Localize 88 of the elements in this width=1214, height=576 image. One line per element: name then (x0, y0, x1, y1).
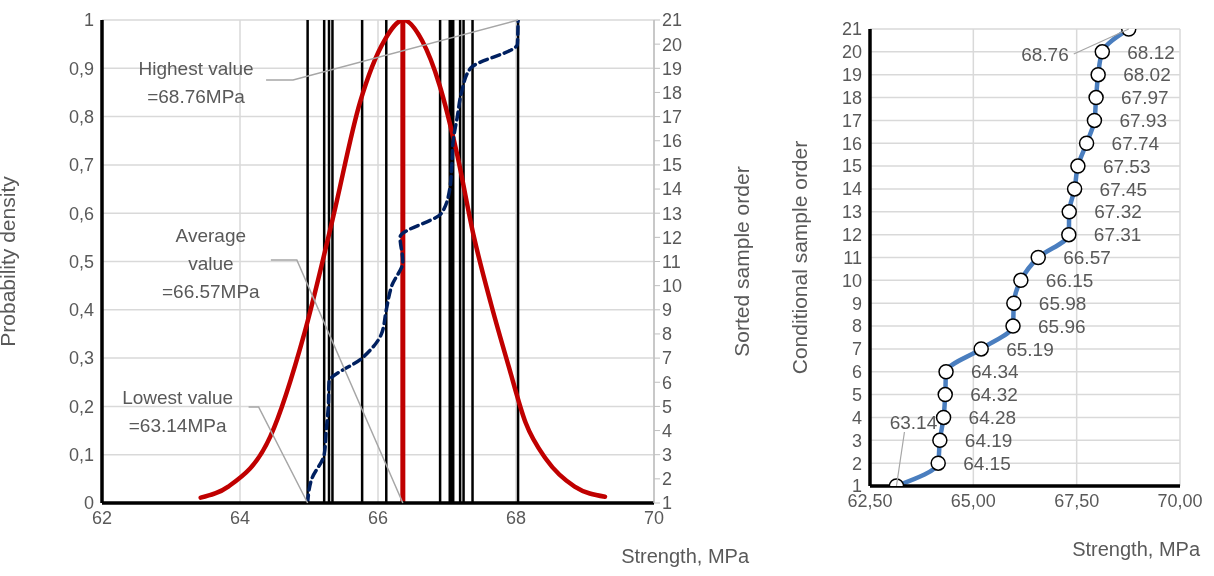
data-label: 64.32 (970, 384, 1018, 406)
data-label: 67.53 (1102, 155, 1151, 177)
data-label: 65.96 (1038, 315, 1086, 337)
data-label: 67.74 (1111, 132, 1160, 154)
data-label: 65.98 (1038, 292, 1087, 314)
x-tick-label: 67,50 (1054, 490, 1100, 511)
y-tick-label: 14 (841, 179, 862, 200)
y2-tick-label: 8 (662, 324, 673, 345)
y-tick-label: 20 (841, 42, 862, 63)
x-tick-label: 66 (367, 507, 389, 528)
y-tick-label: 0,4 (68, 300, 94, 321)
y-tick-label: 13 (841, 202, 862, 223)
annotation: Highest value =68.76MPa (138, 57, 254, 107)
y-tick-label: 4 (851, 407, 862, 428)
x-tick-label: 68 (505, 507, 527, 528)
y2-tick-label: 4 (662, 420, 673, 441)
y-axis-title: Probability density (0, 175, 20, 347)
y2-tick-label: 7 (662, 348, 673, 369)
annotation: Average value =66.57MPa (161, 224, 261, 302)
data-label: 64.28 (968, 407, 1017, 429)
annotation: Lowest value =63.14MPa (122, 386, 234, 436)
y-tick-label: 1 (83, 10, 94, 31)
y2-tick-label: 16 (662, 131, 683, 152)
y2-tick-label: 6 (662, 372, 673, 393)
y2-tick-label: 13 (662, 203, 683, 224)
y-tick-label: 16 (841, 133, 862, 154)
y2-tick-label: 9 (662, 300, 673, 321)
data-label: 67.45 (1099, 178, 1148, 200)
y2-tick-label: 17 (662, 106, 683, 127)
y2-tick-label: 21 (662, 10, 683, 31)
y-tick-label: 3 (851, 430, 862, 451)
y-tick-label: 11 (843, 247, 862, 268)
x-tick-label: 70,00 (1157, 490, 1203, 511)
y2-tick-label: 15 (662, 155, 683, 176)
y2-tick-label: 2 (662, 469, 673, 490)
y-tick-label: 2 (851, 453, 862, 474)
y2-axis-title: Sorted sample order (730, 166, 754, 357)
y-tick-label: 17 (841, 110, 862, 131)
y-tick-label: 0,9 (68, 58, 94, 79)
data-label: 67.97 (1121, 87, 1169, 109)
x-axis-title: Strength, MPa (621, 545, 750, 567)
data-label: 67.93 (1119, 110, 1167, 132)
y-tick-label: 15 (841, 156, 862, 177)
y-tick-label: 10 (841, 270, 862, 291)
data-label: 67.32 (1094, 201, 1142, 223)
x-tick-label: 65,00 (950, 490, 996, 511)
y-tick-label: 12 (841, 225, 862, 246)
y-tick-label: 9 (851, 293, 862, 314)
y-tick-label: 7 (851, 339, 862, 360)
x-tick-label: 64 (229, 507, 251, 528)
data-label: 68.12 (1127, 41, 1175, 63)
data-label: 64.19 (964, 429, 1013, 451)
x-axis-title: Strength, MPa (1072, 538, 1201, 560)
y2-tick-label: 12 (662, 227, 683, 248)
y-tick-label: 6 (851, 362, 862, 383)
y2-tick-label: 11 (662, 251, 681, 272)
y2-tick-label: 5 (662, 396, 673, 417)
y-axis-title: Conditional sample order (788, 140, 812, 375)
y2-tick-label: 3 (662, 445, 673, 466)
y2-tick-label: 18 (662, 82, 683, 103)
y2-tick-label: 1 (662, 493, 673, 514)
data-label: 65.19 (1006, 338, 1054, 360)
y-tick-label: 0,7 (68, 155, 94, 176)
data-label: 66.57 (1063, 247, 1111, 269)
y-tick-label: 0,2 (68, 396, 94, 417)
y-tick-label: 0,1 (68, 445, 94, 466)
y-tick-label: 21 (841, 19, 862, 40)
y-tick-label: 0,3 (68, 348, 94, 369)
y2-tick-label: 19 (662, 58, 683, 79)
y2-tick-label: 10 (662, 276, 683, 297)
x-tick-label: 62 (91, 507, 113, 528)
data-label: 66.15 (1045, 270, 1094, 291)
data-label: 67.31 (1093, 224, 1142, 246)
y-tick-label: 0 (83, 493, 94, 514)
data-label: 63.14 (889, 411, 938, 433)
data-label: 68.76 (1021, 43, 1069, 65)
y-tick-label: 0,5 (68, 251, 94, 272)
y-tick-label: 0,8 (68, 106, 94, 127)
y-tick-label: 18 (841, 87, 862, 108)
y-tick-label: 8 (851, 316, 862, 337)
data-label: 68.02 (1123, 64, 1171, 86)
y-tick-label: 0,6 (68, 203, 94, 224)
data-label: 64.15 (963, 452, 1011, 474)
y-tick-label: 5 (851, 384, 862, 405)
y-tick-label: 19 (841, 65, 862, 86)
data-label: 64.34 (971, 361, 1020, 383)
y2-tick-label: 20 (662, 34, 683, 55)
y2-tick-label: 14 (662, 179, 683, 200)
